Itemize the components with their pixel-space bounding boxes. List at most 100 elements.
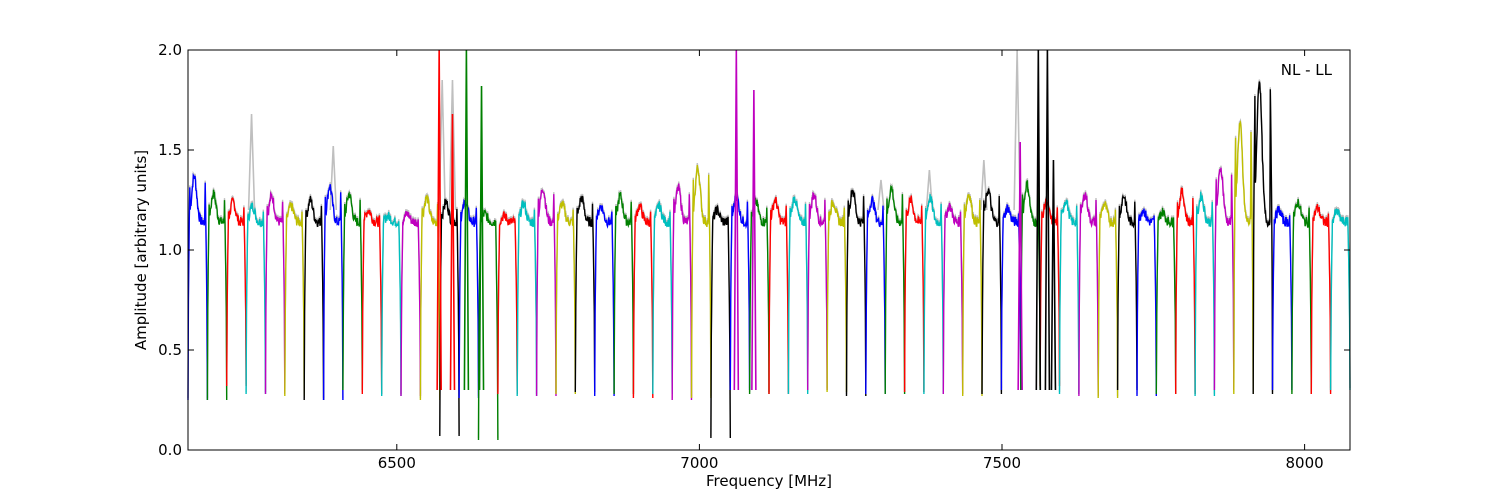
channel-line — [690, 165, 712, 399]
channel-line — [1194, 191, 1216, 397]
channel-line — [1116, 194, 1138, 391]
channel-line — [1155, 207, 1177, 395]
channel-line — [1233, 119, 1254, 395]
rfi-spike — [449, 113, 456, 391]
background-channel-line — [942, 200, 964, 393]
rfi-spike — [751, 89, 757, 391]
background-channel-line — [245, 200, 267, 393]
channel-line — [322, 184, 344, 401]
background-spike — [877, 179, 885, 211]
channel-line — [826, 200, 848, 393]
channel-line — [361, 209, 383, 395]
channel-line — [884, 184, 906, 395]
channel-line — [652, 201, 673, 395]
channel-line — [962, 194, 983, 397]
channel-line — [226, 197, 247, 387]
channel-line — [729, 194, 751, 391]
background-channel-line — [361, 207, 383, 393]
background-channel-line — [594, 203, 615, 395]
channel-line — [187, 172, 209, 401]
background-spike — [247, 113, 256, 211]
channel-line — [245, 202, 267, 395]
background-channel-line — [632, 201, 654, 397]
background-spike — [448, 79, 457, 211]
channel-line — [1000, 204, 1022, 391]
channel-series-layer — [187, 81, 1351, 441]
rfi-spike — [478, 85, 485, 391]
channel-line — [671, 183, 693, 401]
background-channel-line — [1271, 203, 1293, 389]
channel-line — [613, 191, 635, 395]
channel-line — [1213, 167, 1235, 391]
channel-line — [923, 194, 944, 395]
axis-ticks: 6500 7000 7500 8000 0.0 0.5 1.0 1.5 2.0 — [158, 41, 1350, 472]
channel-line — [807, 191, 828, 391]
channel-line — [1329, 207, 1351, 391]
background-channel-line — [1329, 205, 1351, 389]
x-axis-label: Frequency [MHz] — [706, 472, 832, 490]
channel-line — [477, 209, 499, 441]
channel-line — [400, 211, 422, 397]
channel-line — [381, 211, 402, 397]
channel-line — [865, 195, 886, 395]
channel-line — [303, 195, 325, 401]
channel-line — [1291, 198, 1312, 395]
background-channel-line — [400, 209, 422, 395]
background-channel-line — [1058, 197, 1080, 393]
channel-line — [574, 195, 596, 393]
background-channel-line — [710, 202, 731, 437]
background-channel-line — [516, 198, 538, 395]
background-channel-line — [497, 209, 518, 393]
channel-line — [1310, 204, 1332, 395]
channel-line — [419, 194, 441, 401]
background-channel-line — [1155, 205, 1177, 393]
channel-line — [632, 203, 654, 399]
rfi-spike — [733, 49, 740, 391]
rfi-spike — [1050, 159, 1057, 391]
background-channel-line — [477, 207, 499, 439]
channel-line — [787, 196, 809, 395]
channel-line — [555, 200, 576, 395]
channel-line — [458, 198, 480, 399]
channel-line — [1271, 205, 1293, 391]
channel-line — [942, 202, 964, 395]
channel-line — [535, 188, 557, 397]
channel-line — [1136, 208, 1157, 397]
channel-line — [497, 211, 518, 395]
channel-line — [1078, 192, 1099, 397]
channel-line — [1175, 187, 1196, 395]
channel-line — [342, 190, 363, 391]
channel-line — [981, 188, 1003, 395]
background-channel-line — [381, 209, 402, 395]
background-channel-line — [1310, 202, 1332, 393]
channel-line — [206, 189, 228, 401]
rfi-spike — [463, 49, 470, 391]
channel-line — [439, 198, 460, 437]
channel-line — [594, 205, 615, 397]
channel-line — [710, 204, 731, 439]
annotation-label: NL - LL — [1281, 61, 1333, 79]
channel-line — [516, 200, 538, 397]
rfi-spike — [1017, 141, 1023, 391]
y-tick-label: 1.0 — [158, 241, 182, 259]
rfi-spike — [1044, 49, 1051, 391]
background-channel-line — [439, 196, 460, 435]
channel-line — [264, 190, 286, 395]
channel-line — [1039, 198, 1061, 387]
background-spike — [925, 169, 934, 211]
x-tick-label: 7500 — [983, 454, 1021, 472]
channel-line — [845, 189, 867, 397]
y-tick-label: 1.5 — [158, 141, 182, 159]
y-tick-label: 0.5 — [158, 341, 182, 359]
channel-line — [284, 202, 305, 397]
background-channel-line — [284, 200, 305, 395]
x-tick-label: 8000 — [1286, 454, 1324, 472]
channel-line — [903, 195, 925, 393]
background-channel-line — [652, 199, 673, 393]
channel-line — [1097, 201, 1119, 399]
x-tick-label: 7000 — [680, 454, 718, 472]
background-channel-line — [1097, 199, 1119, 397]
channel-line — [1058, 199, 1080, 395]
channel-line — [1252, 81, 1274, 395]
